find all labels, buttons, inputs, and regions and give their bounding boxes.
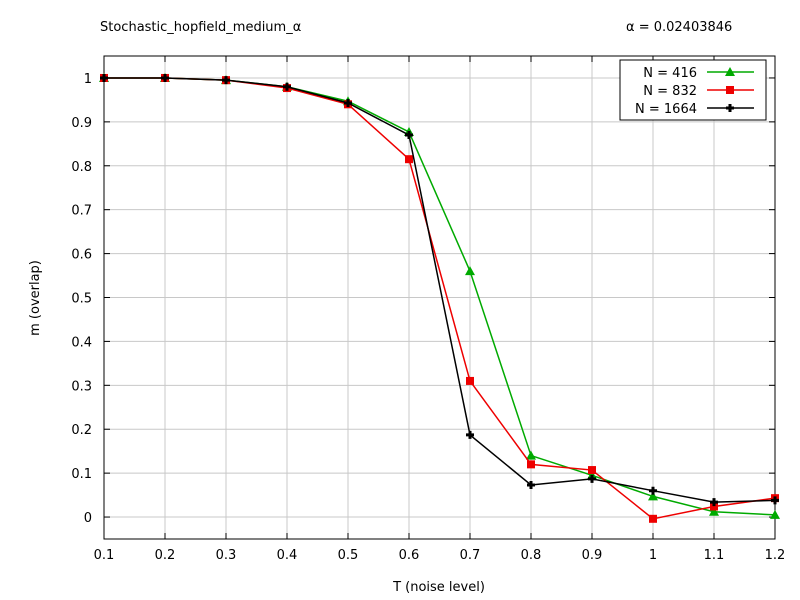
- legend-label: N = 832: [643, 84, 697, 99]
- legend-marker: [726, 104, 734, 112]
- series-line: [104, 77, 776, 516]
- data-point: [465, 266, 475, 276]
- data-point: [649, 514, 657, 523]
- data-point: [710, 498, 718, 507]
- series-line: [104, 77, 776, 503]
- y-tick-label: 1: [84, 72, 92, 87]
- data-point: [770, 509, 780, 519]
- x-axis-label: T (noise level): [392, 580, 485, 595]
- y-tick-label: 0.5: [71, 292, 92, 307]
- data-point: [283, 82, 291, 91]
- y-tick-label: 0.2: [71, 423, 92, 438]
- chart-title: Stochastic_hopfield_medium_α: [100, 20, 301, 35]
- y-tick-label: 0.1: [71, 467, 92, 482]
- data-point: [588, 466, 596, 475]
- data-point: [526, 450, 536, 460]
- data-point: [709, 506, 719, 516]
- data-point: [527, 460, 535, 469]
- series-1: [99, 72, 780, 519]
- y-tick-label: 0.4: [71, 335, 92, 350]
- x-tick-label: 0.3: [216, 548, 237, 563]
- series-2: [100, 73, 779, 523]
- y-tick-label: 0.6: [71, 248, 92, 263]
- data-point: [588, 474, 596, 483]
- data-point: [161, 73, 169, 82]
- data-point: [771, 496, 779, 505]
- data-point: [587, 470, 597, 480]
- y-axis-label: m (overlap): [28, 260, 43, 336]
- legend: N = 416 N = 832 N = 1664: [619, 59, 767, 121]
- series-3: [100, 73, 779, 507]
- y-tick-label: 0.8: [71, 160, 92, 175]
- axis-ticks: 0.1 0.2 0.3 0.4 0.5 0.6 0.7 0.8 0.9 1 1.1 1.2 0 0.1 0.…: [71, 56, 785, 563]
- data-point: [527, 480, 535, 489]
- data-point: [710, 502, 718, 511]
- data-point: [649, 486, 657, 495]
- x-tick-label: 0.1: [94, 548, 115, 563]
- x-tick-label: 0.9: [582, 548, 603, 563]
- alpha-annotation: α = 0.02403846: [626, 20, 732, 35]
- x-tick-label: 0.8: [521, 548, 542, 563]
- data-point: [344, 98, 352, 107]
- data-point: [100, 73, 108, 82]
- legend-marker: [725, 67, 735, 76]
- y-tick-label: 0.3: [71, 379, 92, 394]
- series-line: [104, 77, 776, 520]
- x-tick-label: 0.2: [155, 548, 176, 563]
- x-tick-label: 0.5: [338, 548, 359, 563]
- x-tick-label: 0.6: [399, 548, 420, 563]
- x-tick-label: 1.1: [704, 548, 725, 563]
- y-tick-label: 0.9: [71, 116, 92, 131]
- y-tick-label: 0: [84, 511, 92, 526]
- data-point: [405, 131, 413, 140]
- data-point: [648, 491, 658, 501]
- legend-marker: [726, 86, 734, 94]
- x-tick-label: 0.4: [277, 548, 298, 563]
- data-point: [466, 376, 474, 385]
- x-tick-label: 0.7: [460, 548, 481, 563]
- data-point: [466, 430, 474, 439]
- x-tick-label: 1.2: [765, 548, 786, 563]
- data-point: [405, 155, 413, 164]
- data-point: [222, 76, 230, 85]
- legend-label: N = 416: [643, 66, 697, 81]
- series-lines: [99, 72, 780, 523]
- y-tick-label: 0.7: [71, 204, 92, 219]
- legend-label: N = 1664: [635, 102, 697, 117]
- x-tick-label: 1: [649, 548, 657, 563]
- grid-lines: [104, 56, 775, 539]
